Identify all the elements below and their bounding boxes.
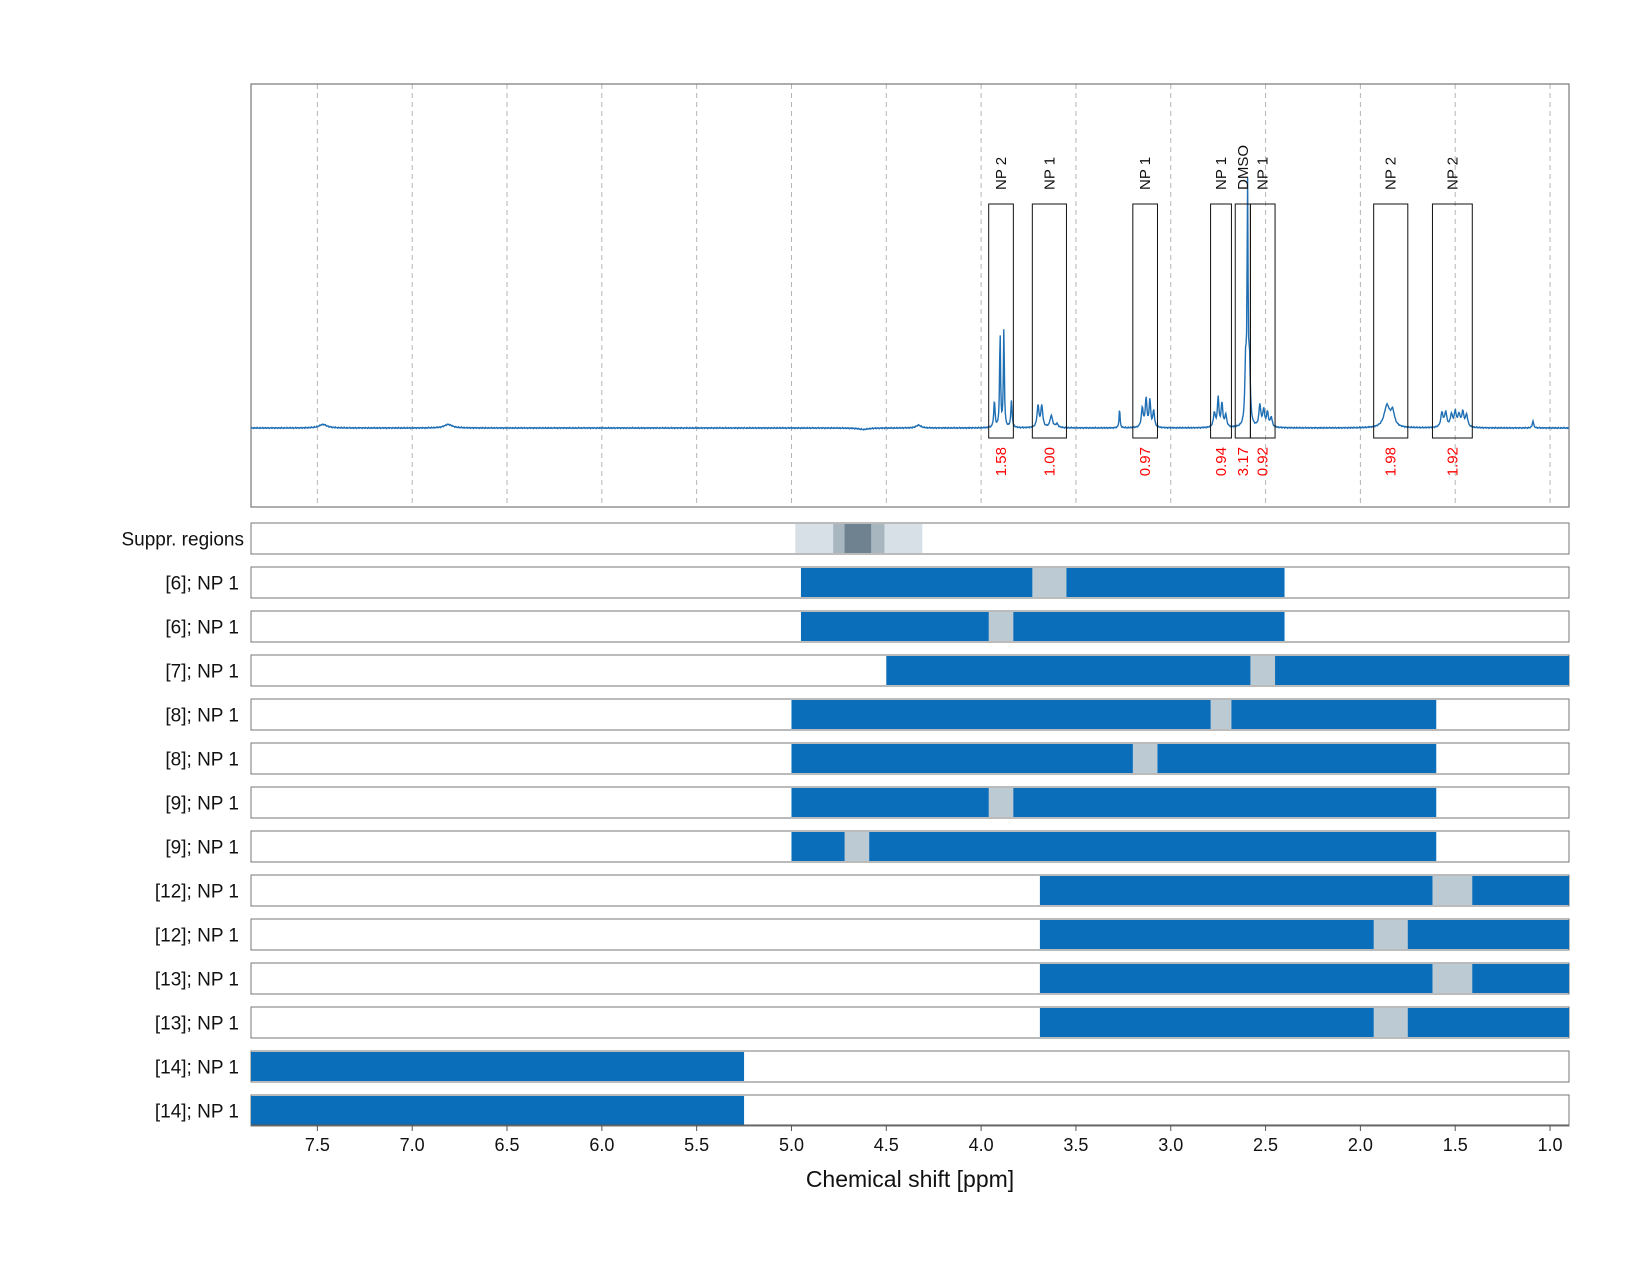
- region-integral: 0.94: [1213, 447, 1230, 476]
- spectrum-line: [250, 177, 1570, 431]
- fit-bar: [251, 1052, 745, 1081]
- fit-bar: [791, 832, 1437, 861]
- x-tick-label: 4.5: [874, 1135, 899, 1155]
- fit-row: [12]; NP 1: [155, 918, 1570, 951]
- x-axis-label: Chemical shift [ppm]: [806, 1166, 1014, 1192]
- suppr-row: Suppr. regions: [121, 522, 1570, 555]
- fit-bar: [1039, 1008, 1569, 1037]
- region-box: [1249, 203, 1276, 439]
- row-label: [12]; NP 1: [155, 926, 239, 947]
- x-tick-label: 5.0: [779, 1135, 804, 1155]
- region-box: [1431, 203, 1473, 439]
- row-label: Suppr. regions: [121, 530, 244, 551]
- region-integral: 0.92: [1255, 447, 1272, 476]
- fit-bar: [1039, 964, 1569, 993]
- fit-row: [14]; NP 1: [155, 1050, 1570, 1083]
- region-integral: 0.97: [1137, 447, 1154, 476]
- region-box: [1031, 203, 1067, 439]
- x-tick-label: 1.5: [1443, 1135, 1468, 1155]
- fit-row: [6]; NP 1: [165, 566, 1570, 599]
- fit-row: [9]; NP 1: [165, 786, 1570, 819]
- row-label: [12]; NP 1: [155, 882, 239, 903]
- x-tick-label: 5.5: [684, 1135, 709, 1155]
- grid-lines: [316, 84, 1551, 507]
- region-label: DMSO: [1235, 145, 1252, 190]
- x-tick-label: 2.5: [1253, 1135, 1278, 1155]
- fit-row: [13]; NP 1: [155, 1006, 1570, 1039]
- region-label: NP 2: [1444, 157, 1461, 190]
- x-tick-label: 1.0: [1538, 1135, 1563, 1155]
- row-label: [6]; NP 1: [165, 618, 239, 639]
- row-label: [14]; NP 1: [155, 1058, 239, 1079]
- x-tick-label: 7.5: [305, 1135, 330, 1155]
- region-box: [1210, 203, 1232, 439]
- fit-row: [14]; NP 1: [155, 1094, 1570, 1127]
- x-tick-label: 2.0: [1348, 1135, 1373, 1155]
- fit-bar: [791, 788, 1437, 817]
- fit-bar: [1039, 876, 1569, 905]
- fit-gap: [1373, 1008, 1408, 1037]
- fit-row: [6]; NP 1: [165, 610, 1570, 643]
- fit-gap: [1032, 568, 1067, 597]
- x-tick-label: 3.5: [1063, 1135, 1088, 1155]
- region-label: NP 1: [1137, 157, 1154, 190]
- x-tick-label: 7.0: [400, 1135, 425, 1155]
- fit-row: [9]; NP 1: [165, 830, 1570, 863]
- region-integral: 1.00: [1041, 447, 1058, 476]
- suppr-band: [844, 524, 872, 553]
- row-label: [7]; NP 1: [165, 662, 239, 683]
- region-box: [1132, 203, 1158, 439]
- peak-regions: NP 2 1.58 NP 1 1.00 NP 1 0.97 NP 1 0.94 DMSO 3.17…: [988, 145, 1473, 476]
- fit-gap: [1210, 700, 1232, 729]
- fit-gap: [988, 788, 1014, 817]
- fit-gap: [1432, 964, 1473, 993]
- row-label: [9]; NP 1: [165, 838, 239, 859]
- fit-gap: [988, 612, 1014, 641]
- fit-row: [8]; NP 1: [165, 742, 1570, 775]
- fit-row: [8]; NP 1: [165, 698, 1570, 731]
- row-label: [14]; NP 1: [155, 1102, 239, 1123]
- x-axis: Chemical shift [ppm] 7.5 7.0 6.5 6.0 5.5 5.0 4…: [251, 1124, 1569, 1192]
- region-label: NP 1: [1213, 157, 1230, 190]
- fit-gap: [1132, 744, 1158, 773]
- x-tick-label: 6.5: [494, 1135, 519, 1155]
- row-label: [8]; NP 1: [165, 706, 239, 727]
- row-label: [13]; NP 1: [155, 1014, 239, 1035]
- fit-gap: [844, 832, 870, 861]
- fit-row: [12]; NP 1: [155, 874, 1570, 907]
- region-integral: 1.98: [1383, 447, 1400, 476]
- row-label: [13]; NP 1: [155, 970, 239, 991]
- region-box: [988, 203, 1014, 439]
- fit-row: [13]; NP 1: [155, 962, 1570, 995]
- fit-gap: [1432, 876, 1473, 905]
- x-tick-label: 4.0: [969, 1135, 994, 1155]
- fit-rows: Suppr. regions [6]; NP 1 [6]; NP 1 [7]; NP …: [121, 522, 1570, 1127]
- spectrum-panel: [250, 83, 1570, 508]
- fit-gap: [1373, 920, 1408, 949]
- fit-bar: [251, 1096, 745, 1125]
- region-label: NP 2: [1383, 157, 1400, 190]
- x-tick-label: 6.0: [589, 1135, 614, 1155]
- fit-bar: [1039, 920, 1569, 949]
- region-label: NP 1: [1041, 157, 1058, 190]
- region-label: NP 2: [993, 157, 1010, 190]
- fit-bar: [886, 656, 1569, 685]
- fit-bar: [800, 612, 1285, 641]
- fit-gap: [1250, 656, 1276, 685]
- row-label: [9]; NP 1: [165, 794, 239, 815]
- row-label: [6]; NP 1: [165, 574, 239, 595]
- fit-bar: [791, 744, 1437, 773]
- row-label: [8]; NP 1: [165, 750, 239, 771]
- fit-row: [7]; NP 1: [165, 654, 1570, 687]
- fit-bar: [791, 700, 1437, 729]
- region-integral: 1.58: [993, 447, 1010, 476]
- region-label: NP 1: [1255, 157, 1272, 190]
- region-box: [1373, 203, 1409, 439]
- region-integral: 1.92: [1444, 447, 1461, 476]
- x-tick-label: 3.0: [1158, 1135, 1183, 1155]
- region-integral: 3.17: [1235, 447, 1252, 476]
